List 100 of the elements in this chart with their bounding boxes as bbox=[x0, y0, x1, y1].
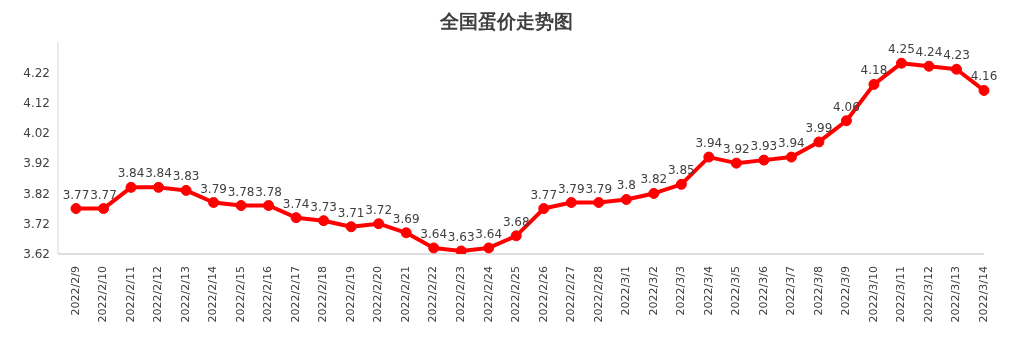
x-tick-label: 2022/3/2 bbox=[646, 266, 660, 316]
data-label: 3.71 bbox=[337, 205, 365, 220]
point bbox=[345, 221, 357, 233]
x-tick-label: 2022/2/20 bbox=[371, 266, 385, 323]
x-tick-label: 2022/2/17 bbox=[288, 266, 302, 323]
point bbox=[923, 60, 935, 72]
data-label: 3.78 bbox=[255, 184, 282, 199]
point bbox=[730, 157, 742, 169]
data-label: 3.73 bbox=[310, 199, 337, 214]
point bbox=[758, 154, 770, 166]
point bbox=[950, 63, 962, 75]
data-label: 3.64 bbox=[475, 226, 503, 241]
data-label: 3.93 bbox=[750, 139, 778, 154]
data-label: 3.64 bbox=[420, 226, 448, 241]
data-label: 3.72 bbox=[365, 202, 393, 217]
point bbox=[648, 187, 660, 199]
y-tick-label: 3.92 bbox=[23, 156, 50, 171]
point bbox=[455, 245, 467, 254]
point bbox=[180, 184, 192, 196]
point bbox=[318, 215, 330, 227]
x-tick-label: 2022/2/12 bbox=[151, 266, 165, 323]
data-label: 3.99 bbox=[805, 120, 833, 135]
x-tick-label: 2022/3/6 bbox=[756, 266, 770, 316]
point bbox=[235, 200, 247, 212]
data-label: 3.77 bbox=[90, 187, 117, 202]
x-tick-label: 2022/2/21 bbox=[398, 266, 412, 323]
point bbox=[70, 203, 82, 215]
x-tick-label: 2022/2/15 bbox=[233, 266, 247, 323]
data-label: 3.69 bbox=[392, 211, 420, 226]
point bbox=[868, 78, 880, 90]
y-tick-label: 3.72 bbox=[23, 216, 50, 231]
point bbox=[98, 203, 110, 215]
data-label: 4.23 bbox=[943, 48, 970, 63]
x-tick-label: 2022/3/11 bbox=[894, 266, 908, 323]
x-tick-label: 2022/2/26 bbox=[536, 266, 550, 323]
point bbox=[428, 242, 440, 254]
data-label: 3.94 bbox=[695, 136, 723, 151]
point bbox=[483, 242, 495, 254]
data-label: 3.84 bbox=[145, 166, 172, 181]
data-label: 4.16 bbox=[970, 69, 998, 84]
point bbox=[840, 115, 852, 127]
data-label: 3.85 bbox=[667, 163, 695, 178]
x-tick-label: 2022/2/25 bbox=[509, 266, 523, 323]
data-label: 3.79 bbox=[557, 181, 585, 196]
x-tick-label: 2022/3/8 bbox=[811, 266, 825, 316]
point bbox=[813, 136, 825, 148]
y-tick-label: 4.22 bbox=[23, 65, 50, 80]
point bbox=[978, 84, 990, 96]
data-label: 4.24 bbox=[915, 45, 943, 60]
x-tick-label: 2022/2/24 bbox=[481, 266, 495, 323]
point bbox=[620, 193, 632, 205]
data-label: 4.25 bbox=[888, 42, 915, 57]
x-tick-label: 2022/3/1 bbox=[619, 266, 633, 316]
x-tick-label: 2022/3/9 bbox=[839, 266, 853, 316]
x-tick-label: 2022/2/27 bbox=[564, 266, 578, 323]
x-tick-label: 2022/3/5 bbox=[729, 266, 743, 316]
point bbox=[675, 178, 687, 190]
data-label: 3.79 bbox=[585, 181, 613, 196]
data-label: 3.74 bbox=[282, 196, 310, 211]
point bbox=[400, 227, 412, 239]
x-tick-label: 2022/3/7 bbox=[784, 266, 798, 316]
point bbox=[263, 200, 275, 212]
data-label: 3.77 bbox=[62, 187, 90, 202]
data-label: 3.82 bbox=[640, 172, 668, 187]
data-label: 3.92 bbox=[723, 142, 750, 157]
point bbox=[510, 230, 522, 242]
y-tick-label: 4.12 bbox=[23, 95, 50, 110]
x-tick-label: 2022/2/14 bbox=[206, 266, 220, 323]
point bbox=[703, 151, 715, 163]
point bbox=[895, 57, 907, 69]
point bbox=[153, 181, 165, 193]
x-tick-label: 2022/2/16 bbox=[261, 266, 275, 323]
point bbox=[373, 218, 385, 230]
point bbox=[208, 197, 220, 209]
data-label: 3.79 bbox=[200, 181, 227, 196]
x-tick-label: 2022/3/10 bbox=[866, 266, 880, 323]
data-label: 3.78 bbox=[227, 184, 255, 199]
x-tick-label: 2022/2/10 bbox=[96, 266, 110, 323]
y-tick-label: 3.82 bbox=[23, 186, 50, 201]
point bbox=[290, 212, 302, 224]
x-tick-label: 2022/3/12 bbox=[921, 266, 935, 323]
point bbox=[538, 203, 550, 215]
point bbox=[593, 197, 605, 209]
x-tick-label: 2022/2/11 bbox=[123, 266, 137, 323]
y-tick-label: 4.02 bbox=[23, 126, 50, 141]
x-tick-label: 2022/3/3 bbox=[674, 266, 688, 316]
data-label: 3.94 bbox=[778, 136, 805, 151]
x-tick-label: 2022/3/14 bbox=[976, 266, 990, 323]
data-label: 3.68 bbox=[502, 214, 530, 229]
point bbox=[125, 181, 137, 193]
point bbox=[785, 151, 797, 163]
x-tick-label: 2022/3/4 bbox=[701, 266, 715, 316]
x-tick-label: 2022/2/28 bbox=[591, 266, 605, 323]
chart-title: 全国蛋价走势图 bbox=[438, 9, 574, 34]
x-tick-label: 2022/2/23 bbox=[454, 266, 468, 323]
data-label: 3.8 bbox=[616, 178, 636, 193]
y-tick-label: 3.62 bbox=[23, 247, 50, 262]
x-tick-label: 2022/2/18 bbox=[316, 266, 330, 323]
x-tick-label: 2022/2/9 bbox=[68, 266, 82, 316]
x-tick-label: 2022/2/19 bbox=[343, 266, 357, 323]
